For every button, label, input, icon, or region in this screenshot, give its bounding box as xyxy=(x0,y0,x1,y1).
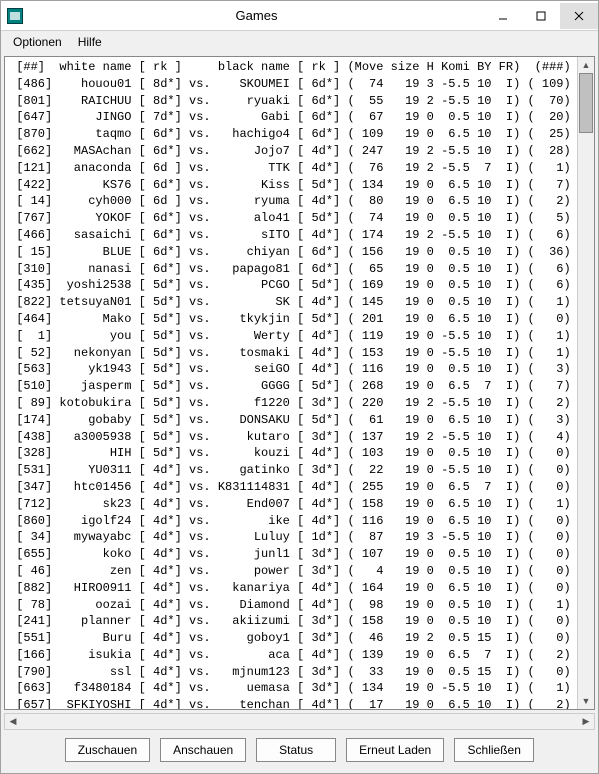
menu-optionen[interactable]: Optionen xyxy=(5,33,70,51)
vertical-scrollbar[interactable]: ▲ ▼ xyxy=(577,57,594,709)
scroll-thumb[interactable] xyxy=(579,73,593,133)
titlebar: Games xyxy=(1,1,598,31)
app-icon xyxy=(7,8,23,24)
menu-hilfe[interactable]: Hilfe xyxy=(70,33,110,51)
zuschauen-button[interactable]: Zuschauen xyxy=(65,738,150,762)
content-area: [##] white name [ rk ] black name [ rk ]… xyxy=(4,56,595,710)
close-button[interactable] xyxy=(560,3,598,29)
menubar: Optionen Hilfe xyxy=(1,31,598,53)
horizontal-scrollbar[interactable]: ◀ ▶ xyxy=(4,713,595,730)
window: Games Optionen Hilfe [##] white name [ r… xyxy=(0,0,599,774)
status-button[interactable]: Status xyxy=(256,738,336,762)
scroll-down-icon[interactable]: ▼ xyxy=(578,693,594,709)
games-list[interactable]: [##] white name [ rk ] black name [ rk ]… xyxy=(5,57,577,709)
schliessen-button[interactable]: Schließen xyxy=(454,738,534,762)
minimize-button[interactable] xyxy=(484,3,522,29)
scroll-right-icon[interactable]: ▶ xyxy=(578,714,594,729)
window-title: Games xyxy=(29,8,484,23)
erneut-laden-button[interactable]: Erneut Laden xyxy=(346,738,444,762)
scroll-left-icon[interactable]: ◀ xyxy=(5,714,21,729)
anschauen-button[interactable]: Anschauen xyxy=(160,738,246,762)
maximize-button[interactable] xyxy=(522,3,560,29)
scroll-up-icon[interactable]: ▲ xyxy=(578,57,594,73)
button-row: Zuschauen Anschauen Status Erneut Laden … xyxy=(1,733,598,773)
